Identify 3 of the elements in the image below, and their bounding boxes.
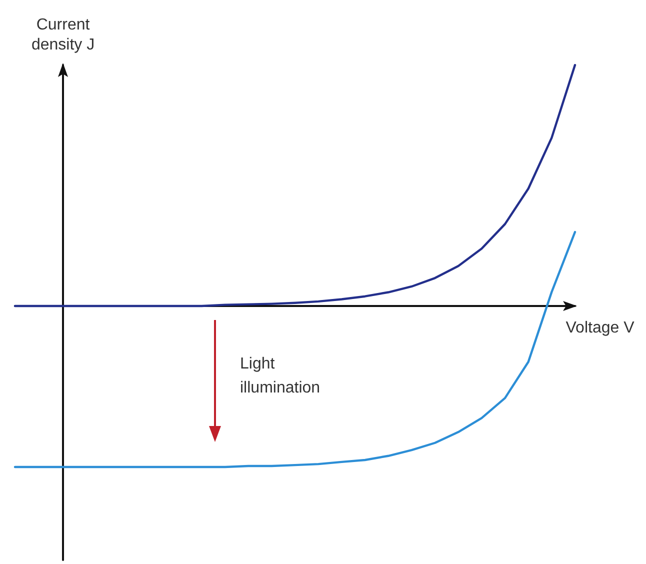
y-axis-title: Current density J — [31, 16, 95, 54]
x-axis-title: Voltage V — [566, 319, 635, 336]
annotation: Light illumination — [240, 356, 320, 396]
